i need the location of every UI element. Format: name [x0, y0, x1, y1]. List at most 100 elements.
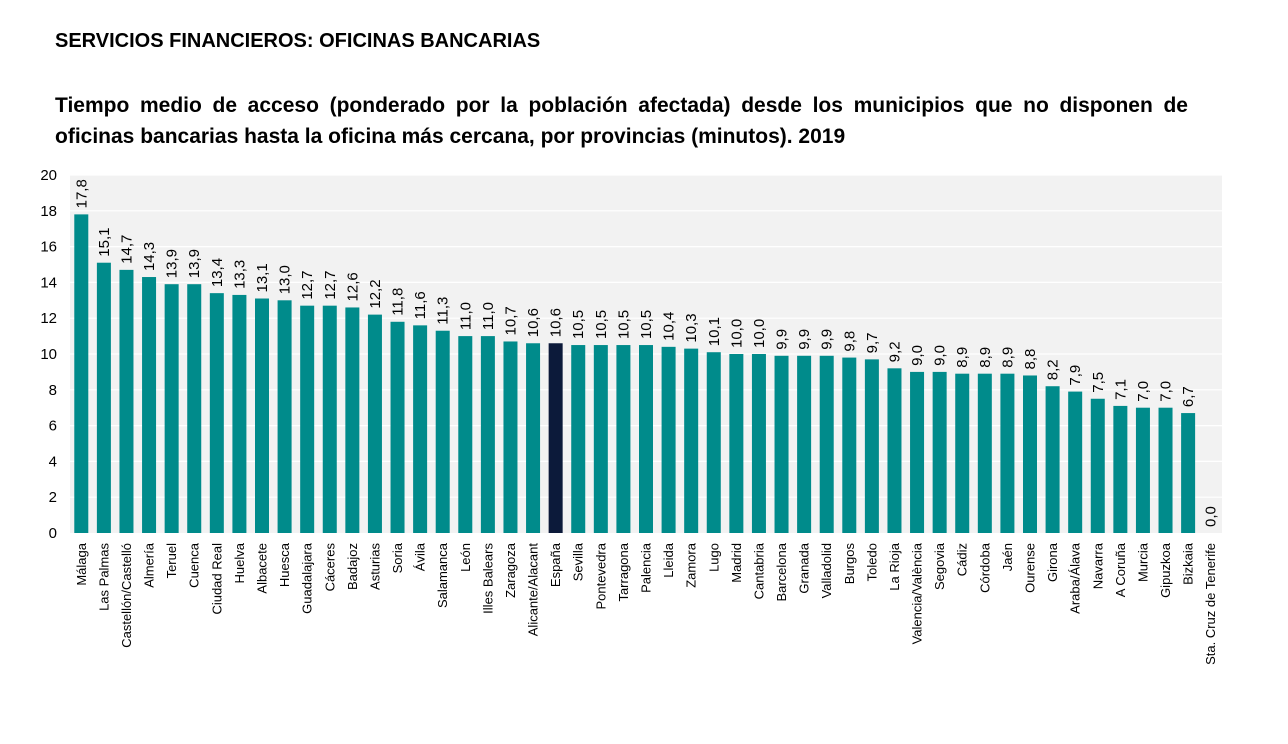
x-category-label: Sevilla	[571, 542, 586, 581]
x-category-label: Pontevedra	[593, 542, 608, 609]
bar	[480, 336, 495, 533]
x-category-label: León	[458, 543, 473, 572]
bar	[638, 345, 654, 533]
value-label: 9,9	[796, 329, 813, 350]
bar	[164, 284, 179, 533]
bar	[910, 371, 925, 533]
value-label: 11,0	[480, 302, 497, 330]
bar	[254, 298, 270, 533]
value-label: 9,2	[886, 341, 903, 362]
y-tick-label: 10	[40, 346, 57, 363]
y-axis: 0 2 4 6 8 10 12 14 16 18 20	[40, 167, 57, 542]
x-category-label: Córdoba	[977, 542, 992, 593]
value-label: 8,8	[1022, 349, 1039, 370]
x-category-label: Lleida	[661, 542, 676, 577]
value-label: 12,6	[344, 272, 361, 301]
value-label: 17,8	[73, 179, 90, 208]
x-category-label: Salamanca	[435, 542, 450, 608]
value-label: 6,7	[1180, 386, 1197, 407]
bar	[842, 357, 857, 533]
x-category-label: Huesca	[277, 542, 292, 587]
value-label: 8,9	[999, 347, 1016, 368]
x-category-label: Gipuzkoa	[1158, 542, 1173, 598]
x-category-label: Lugo	[706, 543, 721, 572]
value-label: 13,0	[277, 265, 294, 294]
value-label: 11,0	[457, 302, 474, 330]
value-label: 12,7	[322, 270, 339, 299]
x-category-label: Almería	[142, 542, 157, 588]
x-category-label: La Rioja	[887, 542, 902, 590]
value-label: 11,6	[412, 291, 429, 319]
bar	[435, 330, 450, 533]
bar	[977, 373, 992, 533]
x-category-label: Jaén	[1000, 543, 1015, 571]
x-category-label: Segovia	[932, 542, 947, 590]
value-label: 7,9	[1067, 365, 1084, 386]
value-label: 8,2	[1045, 359, 1062, 380]
value-label: 11,8	[390, 288, 407, 316]
value-label: 12,2	[367, 279, 384, 308]
value-labels: 17,8 15,1 14,7 14,3 13,9 13,9 13,4 13,3 13,1 13,0…	[73, 179, 1219, 527]
x-category-label: Madrid	[729, 543, 744, 583]
x-category-label: Valencia/València	[910, 542, 925, 644]
bar	[345, 307, 360, 533]
x-category-label: Castellón/Castelló	[119, 543, 134, 648]
bar	[1090, 398, 1105, 533]
value-label: 10,6	[525, 308, 542, 337]
x-category-label: Soria	[390, 542, 405, 573]
bar	[277, 300, 292, 533]
bar	[706, 352, 721, 533]
x-category-label: Málaga	[74, 542, 89, 585]
value-label: 10,3	[683, 313, 700, 342]
x-category-label: Bizkaia	[1181, 542, 1196, 585]
bar	[322, 305, 337, 533]
value-label: 10,4	[661, 312, 678, 341]
bar	[96, 262, 111, 533]
value-label: 0,0	[1203, 506, 1220, 527]
bar	[955, 373, 970, 533]
y-tick-label: 20	[40, 167, 57, 184]
x-category-label: Zaragoza	[503, 542, 518, 598]
value-label: 13,9	[164, 249, 181, 278]
bar	[187, 284, 202, 533]
x-category-label: Murcia	[1135, 542, 1150, 582]
value-label: 7,0	[1135, 381, 1152, 402]
bar	[548, 343, 563, 533]
bar	[684, 348, 699, 533]
value-label: 14,3	[141, 242, 158, 271]
x-category-label: Huelva	[232, 542, 247, 583]
bar	[751, 354, 766, 533]
bar	[1135, 407, 1150, 533]
bar	[367, 314, 382, 533]
bar	[729, 354, 744, 533]
x-category-label: Ourense	[1023, 543, 1038, 593]
x-category-label: Illes Balears	[480, 543, 495, 614]
x-category-label: Palencia	[639, 542, 654, 593]
value-label: 10,5	[593, 310, 610, 339]
y-tick-label: 18	[40, 203, 57, 220]
x-category-label: Ciudad Real	[209, 543, 224, 615]
value-label: 9,0	[932, 345, 949, 366]
value-label: 13,1	[254, 263, 271, 292]
value-label: 15,1	[96, 228, 113, 257]
x-category-label: Las Palmas	[96, 543, 111, 611]
y-tick-label: 0	[49, 525, 57, 542]
value-label: 10,6	[548, 308, 565, 337]
y-tick-label: 8	[49, 382, 57, 399]
bar	[458, 336, 473, 533]
x-axis: Málaga Las Palmas Castellón/Castelló Almerí…	[74, 542, 1218, 665]
x-category-label: Araba/Álava	[1068, 542, 1083, 614]
y-tick-label: 14	[40, 274, 57, 291]
value-label: 12,7	[299, 270, 316, 299]
bar	[1022, 375, 1038, 533]
bar	[300, 305, 315, 533]
bar	[932, 371, 947, 533]
bar	[1068, 391, 1083, 533]
x-category-label: Cádiz	[955, 543, 970, 576]
value-label: 10,5	[615, 310, 632, 339]
bar	[593, 345, 608, 533]
value-label: 9,9	[819, 329, 836, 350]
bar	[1045, 386, 1060, 533]
bar	[1158, 407, 1173, 533]
